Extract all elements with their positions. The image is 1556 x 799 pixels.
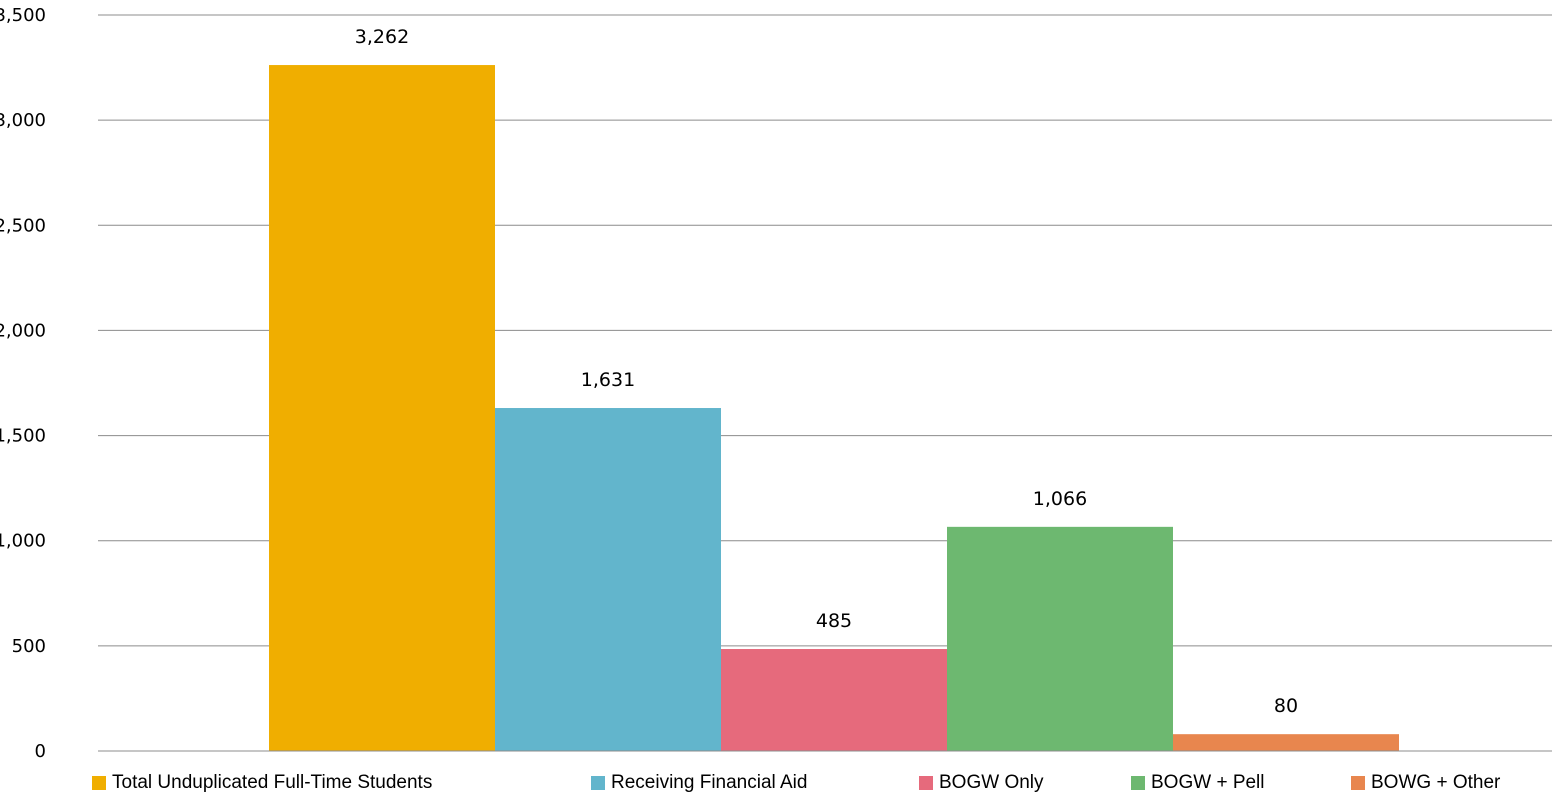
legend-item: Receiving Financial Aid — [591, 770, 807, 796]
bar — [1173, 734, 1399, 751]
y-tick-label: 1,000 — [0, 531, 46, 552]
y-tick-label: 3,500 — [0, 5, 46, 26]
legend-label: BOGW + Pell — [1151, 772, 1265, 793]
bar — [495, 408, 721, 751]
legend-swatch — [591, 776, 605, 790]
legend-swatch — [1351, 776, 1365, 790]
y-tick-label: 500 — [12, 636, 46, 657]
bars — [269, 65, 1399, 752]
bar — [721, 649, 947, 751]
y-axis-ticks: 0 500 1,000 1,500 2,000 2,500 3,000 3,500 — [0, 5, 46, 762]
legend-label: Total Unduplicated Full-Time Students — [112, 772, 433, 793]
y-tick-label: 2,500 — [0, 215, 46, 236]
data-label: 485 — [816, 610, 852, 632]
data-label: 1,631 — [581, 369, 635, 391]
legend: Total Unduplicated Full-Time Students Rec… — [0, 770, 1556, 796]
data-label: 3,262 — [355, 26, 409, 48]
legend-label: BOGW Only — [939, 772, 1044, 793]
legend-swatch — [1131, 776, 1145, 790]
legend-item: BOGW Only — [919, 770, 1044, 796]
y-tick-label: 0 — [35, 741, 46, 762]
data-labels: 3,262 1,631 485 1,066 80 — [355, 26, 1298, 717]
data-label: 1,066 — [1033, 488, 1087, 510]
legend-item: BOWG + Other — [1351, 770, 1500, 796]
y-tick-label: 1,500 — [0, 426, 46, 447]
legend-label: Receiving Financial Aid — [611, 772, 808, 793]
bar-chart: 0 500 1,000 1,500 2,000 2,500 3,000 3,500 3,262… — [0, 5, 1552, 762]
bar — [269, 65, 495, 752]
legend-item: Total Unduplicated Full-Time Students — [92, 770, 432, 796]
y-tick-label: 3,000 — [0, 110, 46, 131]
bar — [947, 526, 1173, 751]
legend-swatch — [92, 776, 106, 790]
legend-item: BOGW + Pell — [1131, 770, 1265, 796]
y-tick-label: 2,000 — [0, 320, 46, 341]
data-label: 80 — [1274, 695, 1298, 717]
legend-swatch — [919, 776, 933, 790]
legend-label: BOWG + Other — [1371, 772, 1501, 793]
